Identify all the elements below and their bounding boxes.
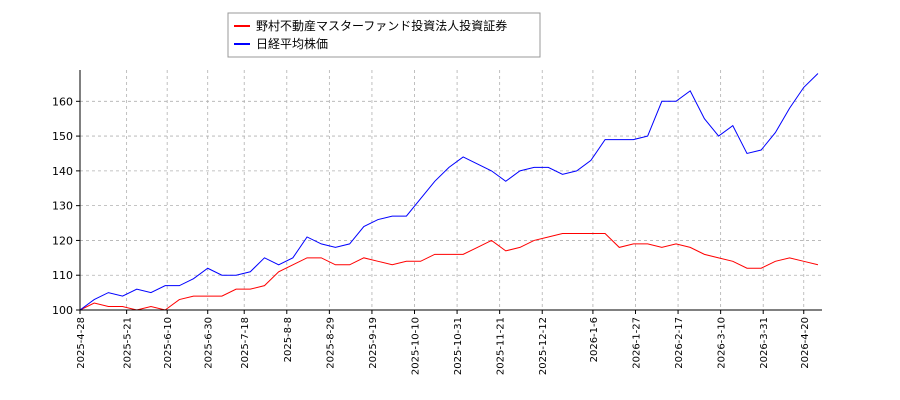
- series-line: [79, 73, 819, 311]
- y-tick-label: 120: [52, 234, 73, 247]
- legend-box: [227, 12, 541, 58]
- series-line: [79, 232, 819, 311]
- legend-label: 野村不動産マスターファンド投資法人投資証券: [256, 18, 507, 33]
- y-tick-label: 150: [52, 130, 73, 143]
- x-tick-label: 2026-4-20: [800, 317, 811, 369]
- x-tick-label: 2026-1-27: [631, 317, 642, 369]
- y-tick-label: 140: [52, 165, 73, 178]
- x-tick-label: 2025-8-29: [325, 317, 336, 369]
- y-tick-label: 130: [52, 200, 73, 213]
- x-tick-label: 2025-6-10: [163, 317, 174, 369]
- x-tick-label: 2026-2-17: [674, 317, 685, 369]
- ticks: 100 110 120 130 140 150 160 2025-4-28 2025-5-21 2…: [52, 95, 811, 375]
- x-tick-label: 2025-5-21: [123, 317, 134, 369]
- x-tick-label: 2025-4-28: [76, 317, 87, 369]
- x-tick-label: 2025-6-30: [204, 317, 215, 369]
- x-tick-label: 2026-3-10: [717, 317, 728, 369]
- x-tick-label: 2025-10-31: [453, 317, 464, 375]
- y-tick-label: 110: [52, 269, 73, 282]
- y-tick-label: 160: [52, 95, 73, 108]
- y-tick-label: 100: [52, 304, 73, 317]
- x-tick-label: 2025-7-18: [240, 317, 251, 369]
- x-tick-label: 2025-11-21: [496, 317, 507, 375]
- x-tick-label: 2026-3-31: [759, 317, 770, 369]
- legend-label: 日経平均株価: [256, 36, 328, 51]
- x-tick-label: 2025-12-12: [538, 317, 549, 375]
- x-tick-label: 2025-8-8: [283, 317, 294, 362]
- grid: [79, 70, 822, 311]
- x-tick-label: 2025-9-19: [368, 317, 379, 369]
- x-tick-label: 2025-10-10: [411, 317, 422, 375]
- x-tick-label: 2026-1-6: [589, 317, 600, 362]
- plot-lines: [79, 73, 819, 311]
